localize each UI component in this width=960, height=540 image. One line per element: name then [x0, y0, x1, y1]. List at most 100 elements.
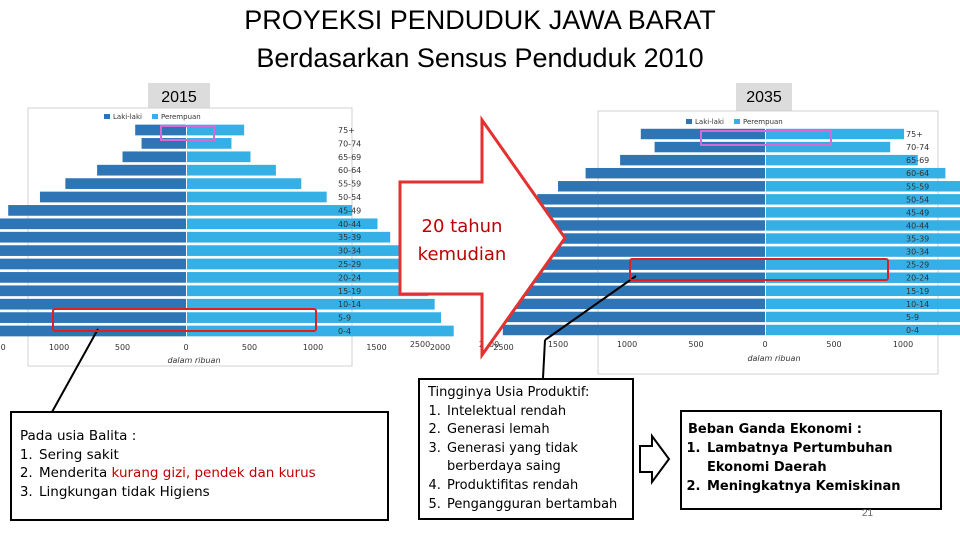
age-label-50-54: 50-54 — [338, 193, 361, 202]
age-label-5-9: 5-9 — [338, 314, 351, 323]
produktif-item-3: Generasi yang tidak berberdaya saing — [445, 440, 624, 477]
legend-swatch-female — [152, 114, 158, 119]
bar-female-0-4 — [766, 324, 960, 336]
bar-female-45-49 — [187, 205, 353, 216]
bar-female-30-34 — [766, 246, 960, 257]
produktif-item-5: Pengangguran bertambah — [445, 496, 624, 515]
produktif-box: Tingginya Usia Produktif: Intelektual re… — [418, 378, 634, 520]
age-label-40-44: 40-44 — [338, 220, 361, 229]
x-tick-9: 2000 — [430, 343, 450, 352]
bar-male-40-44 — [502, 220, 765, 231]
bar-female-60-64 — [187, 164, 276, 176]
bar-female-55-59 — [187, 178, 302, 189]
bar-male-20-24 — [0, 272, 186, 283]
x-tick-2: 1500 — [548, 340, 568, 349]
age-label-0-4: 0-4 — [906, 326, 919, 335]
page-number: 21 — [862, 508, 874, 519]
bar-female-70-74 — [766, 141, 891, 153]
bar-female-65-69 — [766, 154, 918, 166]
bar-female-5-9 — [766, 311, 960, 323]
arrow-text-2: kemudian — [418, 244, 507, 265]
bar-female-15-19 — [766, 285, 960, 297]
x-tick-5: 0 — [183, 343, 188, 352]
beban-item-1: Lambatnya Pertumbuhan Ekonomi Daerah — [705, 439, 934, 477]
bar-female-0-4 — [187, 325, 454, 337]
x-axis-label: dalam ribuan — [167, 356, 220, 365]
x-axis-label: dalam ribuan — [747, 354, 800, 363]
bar-female-50-54 — [766, 194, 960, 205]
bar-female-20-24 — [187, 272, 416, 283]
x-tick-7: 1000 — [893, 340, 913, 349]
bar-female-75+ — [187, 124, 245, 136]
age-label-70-74: 70-74 — [338, 139, 361, 148]
bar-male-15-19 — [482, 285, 765, 297]
age-label-50-54: 50-54 — [906, 195, 929, 204]
x-tick-8: 1500 — [366, 343, 386, 352]
connector-line-balita — [51, 328, 99, 413]
x-tick-6: 500 — [826, 340, 841, 349]
bar-male-5-9 — [0, 312, 187, 323]
legend-label-female: Perempuan — [743, 118, 783, 126]
bar-female-70-74 — [187, 138, 232, 149]
age-label-45-49: 45-49 — [906, 208, 929, 217]
highlight-2015-elderly — [160, 125, 215, 141]
legend-swatch-female — [734, 119, 740, 124]
beban-item-2: Meningkatnya Kemiskinan — [705, 477, 934, 496]
bar-male-60-64 — [97, 164, 186, 176]
age-label-65-69: 65-69 — [906, 156, 929, 165]
balita-item-2: Menderita kurang gizi, pendek dan kurus — [37, 464, 379, 483]
balita-box: Pada usia Balita : Sering sakit Menderit… — [10, 411, 389, 521]
age-label-35-39: 35-39 — [338, 233, 361, 242]
bar-male-35-39 — [0, 231, 186, 243]
highlight-2035-productive — [629, 258, 889, 281]
bar-female-20-24 — [766, 272, 960, 283]
age-label-20-24: 20-24 — [338, 273, 361, 282]
chart-legend: Laki-laki Perempuan — [104, 113, 201, 121]
bar-female-50-54 — [187, 191, 327, 203]
bar-male-60-64 — [585, 167, 765, 179]
bar-female-40-44 — [187, 218, 378, 230]
big-arrow-shape — [398, 115, 567, 360]
age-label-70-74: 70-74 — [906, 143, 929, 152]
bar-male-10-14 — [0, 298, 187, 310]
x-tick-6: 500 — [242, 343, 257, 352]
connector-line-produktif-2 — [542, 339, 546, 379]
bar-male-50-54 — [537, 194, 765, 205]
pyramid-2015: 0-4 5-9 10-14 15-19 20-24 25-29 30-34 35-39 40-4… — [0, 113, 514, 365]
bar-female-45-49 — [766, 207, 960, 218]
bar-female-5-9 — [187, 312, 441, 323]
balita-heading: Pada usia Balita : — [20, 428, 137, 444]
highlight-2035-elderly — [700, 130, 832, 146]
bar-female-10-14 — [187, 298, 435, 310]
age-label-55-59: 55-59 — [338, 180, 361, 189]
pyramid-2035: 0-4 5-9 10-14 15-19 20-24 25-29 30-34 35-39 40-4… — [410, 118, 960, 363]
age-label-75+: 75+ — [338, 126, 355, 135]
bar-female-10-14 — [766, 298, 960, 310]
bar-female-25-29 — [187, 258, 410, 270]
bar-male-30-34 — [0, 245, 186, 256]
bar-male-65-69 — [620, 154, 765, 166]
x-tick-4: 500 — [688, 340, 703, 349]
x-tick-0: 2500 — [410, 340, 430, 349]
balita-item-3: Lingkungan tidak Higiens — [37, 483, 379, 502]
age-label-20-24: 20-24 — [906, 274, 929, 283]
age-label-55-59: 55-59 — [906, 182, 929, 191]
bar-female-55-59 — [766, 181, 960, 192]
age-label-0-4: 0-4 — [338, 327, 351, 336]
bar-male-10-14 — [489, 298, 765, 310]
age-label-65-69: 65-69 — [338, 153, 361, 162]
bar-male-5-9 — [495, 311, 765, 323]
bar-male-35-39 — [495, 233, 765, 244]
balita-item-2-highlight: kurang gizi, pendek dan kurus — [111, 465, 316, 481]
bar-female-30-34 — [187, 245, 403, 256]
year-label-2035: 2035 — [736, 83, 792, 113]
bar-female-65-69 — [187, 151, 251, 163]
x-tick-7: 1000 — [303, 343, 323, 352]
x-tick-10: 2500 — [493, 343, 513, 352]
legend-swatch-male — [686, 119, 692, 124]
age-label-75+: 75+ — [906, 130, 923, 139]
age-label-25-29: 25-29 — [906, 261, 929, 270]
x-tick-3: 1000 — [617, 340, 637, 349]
bar-female-15-19 — [187, 285, 429, 297]
age-label-25-29: 25-29 — [338, 260, 361, 269]
